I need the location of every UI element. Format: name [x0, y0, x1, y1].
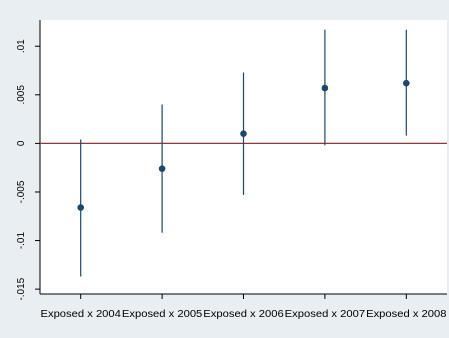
x-tick-label: Exposed x 2005: [122, 309, 203, 320]
x-tick-label: Exposed x 2006: [203, 309, 284, 320]
x-tick-label: Exposed x 2008: [366, 309, 447, 320]
y-tick-label: 0: [16, 140, 27, 146]
point-estimate: [240, 130, 247, 137]
point-estimate: [158, 165, 166, 172]
point-estimates: [77, 79, 410, 211]
y-tick-label: .005: [16, 85, 27, 105]
point-estimate: [321, 84, 329, 92]
y-tick-label: -.005: [16, 180, 27, 203]
x-tick-label: Exposed x 2004: [40, 309, 121, 320]
point-estimate: [403, 79, 410, 87]
y-tick-label: -.015: [16, 277, 27, 300]
y-ticks: .01 .005 0 -.005 -.01 -.015: [16, 39, 40, 301]
y-tick-label: -.01: [16, 232, 27, 250]
x-ticks: Exposed x 2004 Exposed x 2005 Exposed x 20…: [40, 294, 447, 320]
x-tick-label: Exposed x 2007: [285, 309, 366, 320]
y-tick-label: .01: [16, 39, 27, 53]
point-estimate: [77, 204, 84, 211]
